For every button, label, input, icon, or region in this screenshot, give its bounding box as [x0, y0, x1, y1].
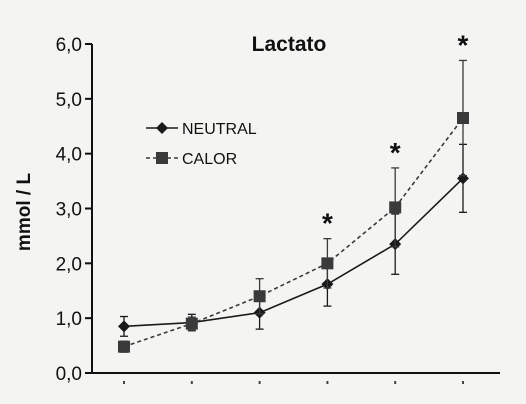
series-neutral — [118, 143, 469, 337]
y-tick-label: 5,0 — [56, 90, 82, 111]
y-tick-label: 2,0 — [56, 254, 82, 275]
axes: 0,0 1,0 2,0 3,0 4,0 5,0 6,0 — [56, 35, 500, 385]
y-axis-title: mmol / L — [14, 173, 35, 252]
data-point-square — [457, 112, 469, 125]
legend: NEUTRAL CALOR — [146, 121, 257, 168]
y-tick-label: 0,0 — [56, 364, 82, 385]
x-axis-ticks — [123, 381, 464, 384]
y-tick-label: 6,0 — [56, 35, 82, 56]
data-point-diamond — [118, 320, 130, 333]
data-point-square — [253, 290, 266, 303]
annotations: * * * — [322, 29, 469, 238]
legend-marker — [156, 152, 168, 164]
data-point-square — [185, 317, 198, 330]
legend-label: NEUTRAL — [182, 121, 257, 138]
y-axis-ticks: 0,0 1,0 2,0 3,0 4,0 5,0 6,0 — [56, 35, 92, 385]
series-line — [123, 117, 464, 348]
series — [118, 59, 469, 353]
chart-title: Lactato — [252, 33, 327, 56]
series-calor — [118, 59, 469, 353]
legend-item: NEUTRAL — [146, 121, 257, 138]
data-point-square — [118, 340, 130, 353]
y-tick-label: 3,0 — [56, 200, 82, 221]
legend-label: CALOR — [182, 151, 237, 168]
legend-item: CALOR — [146, 151, 237, 168]
data-point-square — [389, 201, 402, 214]
significance-marker: * — [322, 208, 333, 239]
data-point-square — [321, 257, 334, 270]
significance-marker: * — [458, 29, 469, 60]
y-tick-label: 4,0 — [56, 145, 82, 166]
y-tick-label: 1,0 — [56, 309, 82, 330]
legend-marker — [156, 122, 168, 134]
significance-marker: * — [390, 137, 401, 168]
series-line — [123, 177, 464, 328]
